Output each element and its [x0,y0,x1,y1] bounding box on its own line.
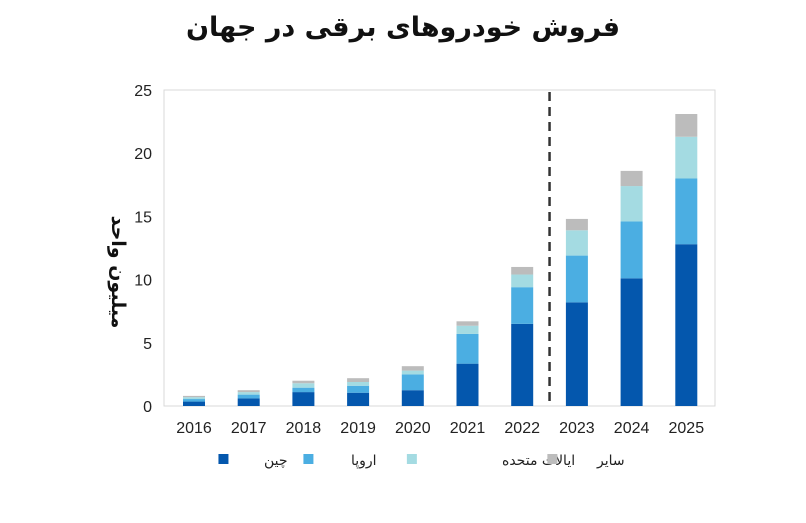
x-tick-label: 2023 [559,420,595,437]
y-tick-label: 5 [143,336,152,353]
y-axis-title: میلیون واحد [107,216,129,329]
bar-segment [456,325,479,334]
legend-swatch [218,454,229,464]
y-tick-label: 0 [143,399,152,416]
x-axis-ticks: 2016 2017 2018 2019 2020 2021 2022 2023 2024 2025 [176,420,704,437]
x-tick-label: 2016 [176,420,212,437]
bar-segment [401,366,424,371]
bar-segment [347,385,370,393]
bar-segment [292,383,315,388]
bar-segment [237,392,260,395]
bar-segment [511,287,534,324]
bar-segment [675,136,698,179]
bars [183,114,698,406]
bar-segment [565,230,588,256]
bar-segment [565,218,588,231]
bar-stack-2024 [620,170,643,406]
x-tick-label: 2019 [340,420,376,437]
legend-item: چین [218,453,288,469]
legend-label: چین [264,453,288,469]
bar-segment [456,333,479,364]
bar-segment [511,274,534,288]
bar-segment [401,374,424,391]
bar-segment [292,392,315,406]
bar-segment [620,278,643,406]
bar-segment [237,390,260,393]
bar-segment [511,323,534,406]
bar-stack-2021 [456,321,479,406]
x-tick-label: 2022 [504,420,540,437]
bar-segment [347,378,370,382]
bar-segment [347,381,370,386]
bar-segment [620,221,643,279]
bar-stack-2016 [183,395,205,406]
bar-stack-2018 [292,380,315,406]
y-tick-label: 25 [134,83,152,100]
bar-segment [237,394,260,399]
bar-segment [511,266,534,275]
bar-stack-2017 [237,390,260,406]
bar-segment [565,255,588,303]
bar-segment [456,321,479,326]
bar-segment [456,363,479,406]
legend-item: اروپا [303,453,377,469]
legend-label: اروپا [351,453,377,469]
legend: چین اروپا ایالات متحده سایر [218,453,625,469]
y-tick-label: 15 [134,209,152,226]
bar-segment [183,399,205,402]
legend-label: ایالات متحده [502,453,575,469]
legend-item: سایر [547,453,625,469]
bar-segment [401,370,424,375]
bar-segment [620,186,643,222]
bar-stack-2023 [565,218,588,406]
legend-swatch [303,454,314,464]
bar-stack-2020 [401,366,424,406]
bar-segment [183,395,205,398]
bar-segment [292,387,315,393]
bar-segment [675,244,698,406]
bar-stack-2025 [675,114,698,406]
bar-segment [620,170,643,187]
legend-label: سایر [596,453,625,469]
x-tick-label: 2020 [395,420,431,437]
bar-segment [565,302,588,406]
legend-swatch [406,454,417,464]
y-axis-ticks: 0 5 10 15 20 25 [134,83,152,416]
chart-title: فروش خودروهای برقی در جهان [185,12,621,43]
bar-segment [237,398,260,406]
bar-segment [675,178,698,245]
x-tick-label: 2018 [286,420,322,437]
bar-segment [675,114,698,137]
bar-segment [347,392,370,406]
x-tick-label: 2025 [669,420,705,437]
x-tick-label: 2017 [231,420,267,437]
y-tick-label: 10 [134,273,152,290]
bar-segment [183,401,205,406]
bar-segment [401,390,424,406]
plot-area-border [163,89,716,407]
y-tick-label: 20 [134,146,152,163]
legend-swatch [547,454,558,464]
bar-segment [183,397,205,400]
x-tick-label: 2021 [450,420,486,437]
bar-stack-2022 [511,266,534,406]
x-tick-label: 2024 [614,420,650,437]
bar-segment [292,380,315,384]
bar-stack-2019 [347,378,370,406]
